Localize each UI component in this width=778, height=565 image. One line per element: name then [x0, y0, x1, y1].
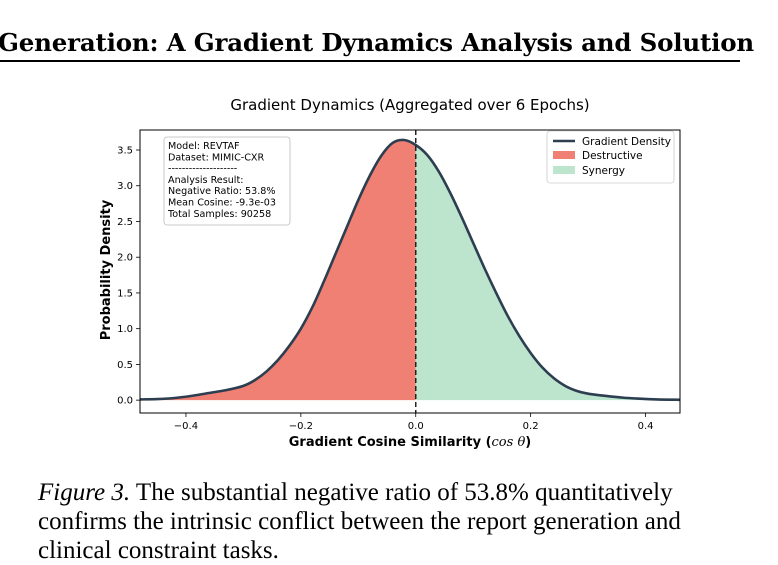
y-tick-label: 1.0 — [117, 324, 133, 335]
density-figure: Gradient Dynamics (Aggregated over 6 Epo… — [99, 96, 681, 450]
annotation-line: Mean Cosine: -9.3e-03 — [168, 198, 276, 209]
y-tick-label: 2.0 — [117, 253, 133, 264]
x-axis-label-text: Gradient Cosine Similarity ( — [289, 435, 492, 450]
x-axis-label-close: ) — [525, 435, 531, 450]
x-axis-ticks: −0.4 −0.2 0.0 0.2 0.4 — [174, 413, 654, 432]
x-tick-label: 0.0 — [408, 421, 424, 432]
legend: Gradient Density Destructive Synergy — [546, 130, 675, 184]
legend-label-destructive: Destructive — [582, 150, 643, 162]
x-tick-label: 0.2 — [523, 421, 539, 432]
page-header: Generation: A Gradient Dynamics Analysis… — [0, 28, 754, 57]
caption-text: The substantial negative ratio of 53.8% … — [38, 479, 681, 564]
y-axis-label: Probability Density — [99, 199, 114, 340]
annotation-line: Analysis Result: — [168, 175, 243, 186]
destructive-area — [140, 139, 416, 401]
legend-label-gradient-density: Gradient Density — [582, 136, 671, 148]
x-tick-label: −0.4 — [174, 421, 198, 432]
y-tick-label: 0.5 — [117, 360, 133, 371]
density-line — [139, 138, 681, 402]
x-tick-label: −0.2 — [289, 421, 313, 432]
plot-area — [139, 130, 681, 413]
y-tick-label: 1.5 — [117, 288, 133, 299]
y-axis-ticks: 0.0 0.5 1.0 1.5 2.0 2.5 3.0 3.5 — [117, 146, 140, 407]
axes-frame — [139, 129, 681, 414]
y-tick-label: 0.0 — [117, 396, 133, 407]
annotation-line: Dataset: MIMIC-CXR — [168, 152, 264, 163]
chart-title: Gradient Dynamics (Aggregated over 6 Epo… — [230, 96, 589, 114]
x-tick-label: 0.4 — [638, 421, 654, 432]
legend-swatch-destructive — [553, 151, 575, 159]
y-tick-label: 3.5 — [117, 146, 133, 157]
x-axis-label-math: cos θ — [492, 435, 526, 450]
caption-label: Figure 3. — [38, 479, 131, 506]
annotation-line: -------------------- — [168, 164, 237, 175]
y-tick-label: 3.0 — [117, 181, 133, 192]
legend-swatch-synergy — [553, 166, 575, 174]
figure-caption: Figure 3. The substantial negative ratio… — [38, 478, 758, 565]
annotation-line: Negative Ratio: 53.8% — [168, 186, 276, 197]
x-axis-label: Gradient Cosine Similarity (cos θ) — [289, 435, 531, 450]
header-rule — [0, 60, 740, 62]
legend-label-synergy: Synergy — [582, 165, 625, 177]
synergy-area — [415, 145, 680, 401]
y-tick-label: 2.5 — [117, 217, 133, 228]
annotation-line: Model: REVTAF — [168, 141, 240, 152]
annotation-line: Total Samples: 90258 — [167, 209, 271, 220]
